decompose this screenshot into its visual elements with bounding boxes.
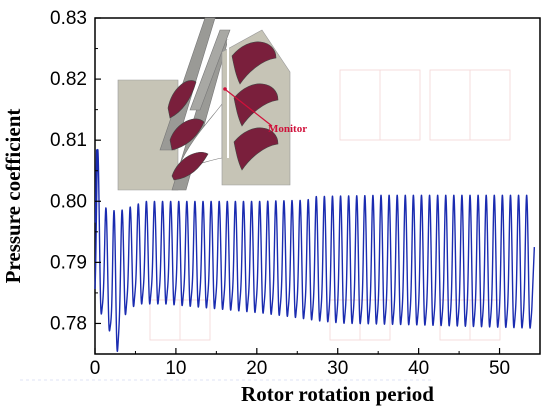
monitor-arrow xyxy=(225,89,273,127)
x-axis-title: Rotor rotation period xyxy=(241,382,434,406)
series-group xyxy=(94,148,536,353)
rotor-blade xyxy=(233,83,279,127)
x-tick-label: 20 xyxy=(246,358,267,379)
x-tick-label: 40 xyxy=(408,358,429,379)
x-tick-label: 0 xyxy=(90,358,101,379)
monitor-point xyxy=(223,87,227,91)
series-line xyxy=(94,148,536,353)
rotor-blade xyxy=(231,41,277,85)
stator-blade-section xyxy=(169,118,205,151)
y-tick-label: 0.82 xyxy=(50,69,87,90)
y-axis: 0.78 0.79 0.80 0.81 0.82 0.83 xyxy=(50,8,101,334)
y-tick-label: 0.79 xyxy=(50,252,87,273)
stator-blade-section xyxy=(167,80,197,119)
y-axis-title: Pressure coefficient xyxy=(1,109,25,284)
y-tick-label: 0.78 xyxy=(50,313,87,334)
x-tick-label: 30 xyxy=(327,358,348,379)
turbine-cascade-inset: Monitor xyxy=(117,17,307,191)
y-tick-label: 0.80 xyxy=(50,191,87,212)
series-line-start xyxy=(94,149,98,223)
stator-blade-section xyxy=(171,152,209,181)
y-tick-label: 0.81 xyxy=(50,130,87,151)
x-axis: 0 10 20 30 40 50 xyxy=(90,348,510,379)
plot-frame xyxy=(94,17,541,355)
x-tick-label: 50 xyxy=(489,358,510,379)
rotor-blade xyxy=(233,127,279,171)
monitor-label: Monitor xyxy=(268,123,307,135)
y-tick-label: 0.83 xyxy=(50,8,87,29)
stator-blade xyxy=(189,29,231,111)
background-artifacts xyxy=(20,69,511,381)
x-tick-label: 10 xyxy=(165,358,186,379)
